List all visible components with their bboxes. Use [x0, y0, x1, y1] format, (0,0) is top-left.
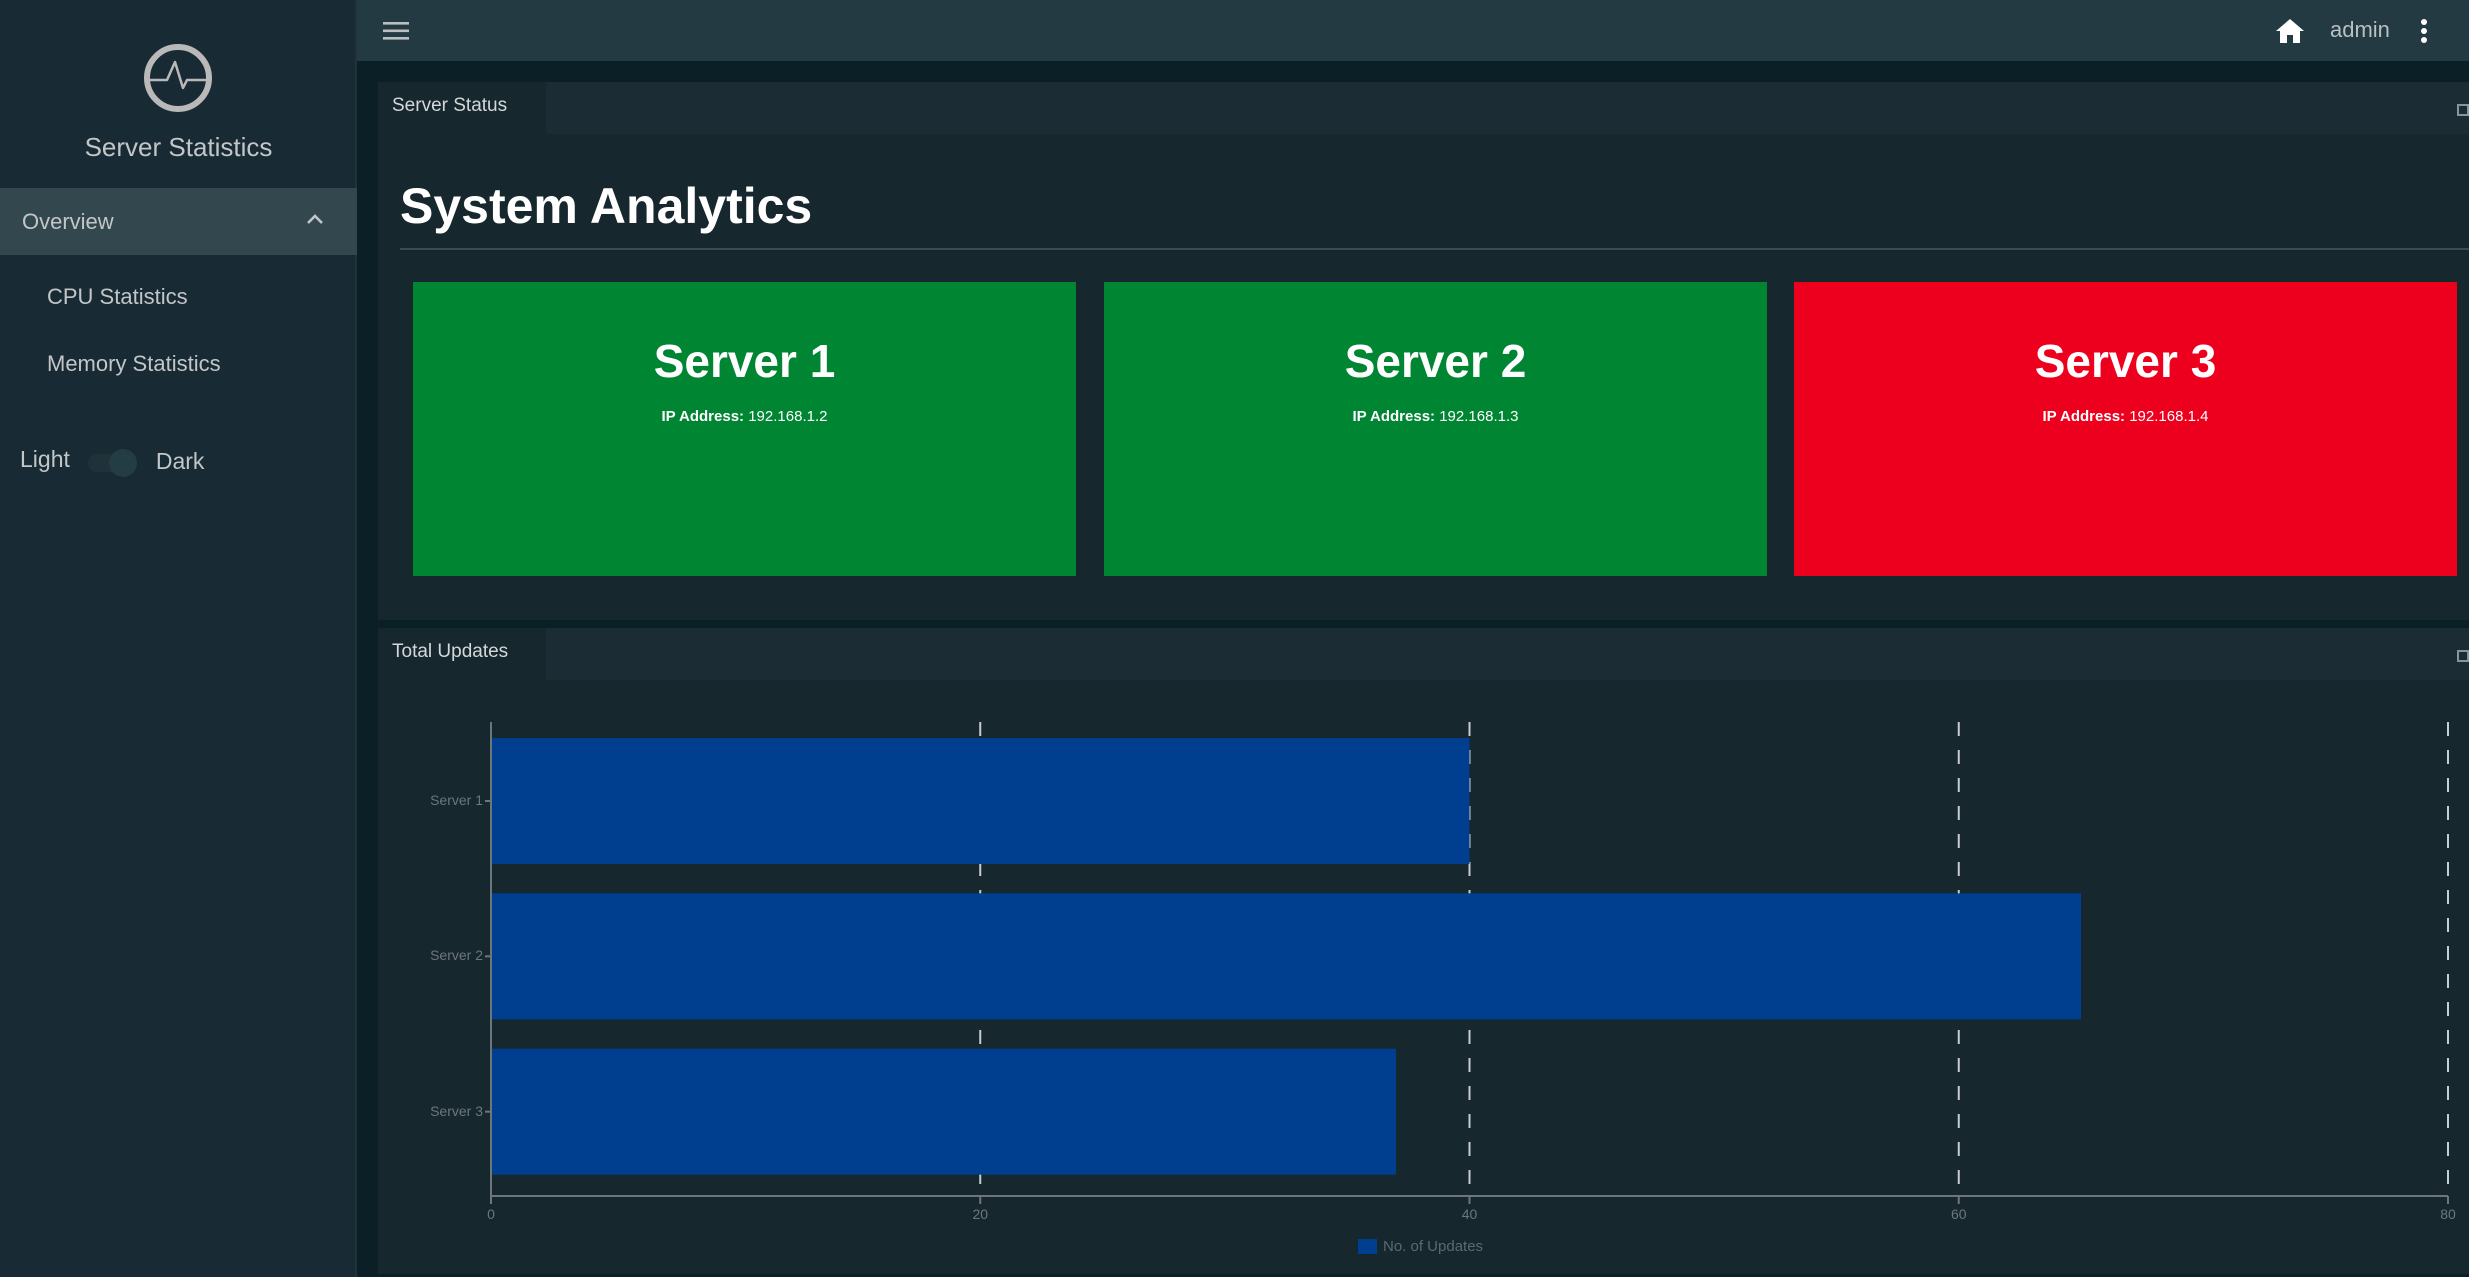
server-name: Server 2	[1344, 335, 1527, 387]
server-ip: IP Address: 192.168.1.4	[1794, 408, 2457, 425]
theme-light-label: Light	[20, 446, 70, 472]
updates-bar-chart	[485, 722, 2449, 1204]
top-header	[357, 0, 2469, 61]
kebab-icon[interactable]	[2418, 18, 2430, 44]
server-card-2[interactable]: Server 2 IP Address: 192.168.1.3	[1104, 282, 1767, 576]
ip-value: 192.168.1.4	[2129, 408, 2209, 425]
ip-value: 192.168.1.2	[748, 408, 828, 425]
x-tick-label: 20	[972, 1206, 989, 1222]
theme-dark-label: Dark	[155, 448, 205, 474]
ip-label: IP Address:	[661, 408, 745, 425]
x-tick-label: 40	[1461, 1206, 1478, 1222]
bar-server-2[interactable]	[491, 893, 2082, 1020]
bar-server-3[interactable]	[491, 1048, 1397, 1175]
ip-label: IP Address:	[2042, 408, 2126, 425]
home-icon[interactable]	[2275, 18, 2305, 44]
legend-label: No. of Updates	[1383, 1238, 1484, 1255]
sidebar-item-memory-statistics[interactable]: Memory Statistics	[47, 351, 221, 376]
sidebar-item-cpu-statistics[interactable]: CPU Statistics	[47, 284, 188, 309]
panel-tabbar: Total Updates	[378, 628, 2469, 680]
server-name: Server 1	[653, 335, 836, 387]
server-card-3[interactable]: Server 3 IP Address: 192.168.1.4	[1794, 282, 2457, 576]
tab-total-updates[interactable]: Total Updates	[378, 628, 546, 680]
legend-swatch	[1358, 1239, 1377, 1254]
total-updates-panel: Total Updates Server 1 Server 2 Server 3 0 2…	[378, 628, 2469, 1274]
maximize-icon[interactable]	[2457, 650, 2469, 662]
chevron-up-icon	[307, 214, 323, 224]
app-title: Server Statistics	[84, 132, 273, 162]
hamburger-icon[interactable]	[383, 22, 409, 40]
pulse-circle-icon	[144, 44, 212, 112]
user-menu[interactable]: admin	[2330, 17, 2390, 42]
page-title: System Analytics	[400, 178, 813, 234]
sidebar: Server Statistics Overview CPU Statistic…	[0, 0, 357, 1277]
y-tick-label: Server 3	[430, 1102, 483, 1119]
server-ip: IP Address: 192.168.1.3	[1104, 408, 1767, 425]
server-ip: IP Address: 192.168.1.2	[413, 408, 1076, 425]
ip-label: IP Address:	[1352, 408, 1436, 425]
panel-tabbar: Server Status	[378, 82, 2469, 134]
x-tick-label: 0	[487, 1206, 495, 1222]
theme-switch-row: Light Dark	[20, 446, 205, 477]
server-status-panel: Server Status System Analytics Server 1 …	[378, 82, 2469, 620]
tab-server-status[interactable]: Server Status	[378, 82, 546, 134]
sidebar-item-overview[interactable]: Overview	[0, 188, 357, 255]
x-tick-label: 60	[1950, 1206, 1967, 1222]
sidebar-item-label: Overview	[22, 208, 114, 234]
server-name: Server 3	[2034, 335, 2217, 387]
chart-legend[interactable]: No. of Updates	[1358, 1238, 1483, 1255]
x-tick-label: 80	[2440, 1206, 2456, 1222]
divider	[400, 248, 2469, 250]
y-tick-label: Server 2	[430, 947, 483, 964]
theme-toggle[interactable]	[86, 448, 138, 477]
maximize-icon[interactable]	[2457, 104, 2469, 116]
y-tick-label: Server 1	[430, 792, 483, 808]
toggle-knob	[108, 448, 137, 477]
server-card-1[interactable]: Server 1 IP Address: 192.168.1.2	[413, 282, 1076, 576]
ip-value: 192.168.1.3	[1439, 408, 1519, 425]
bar-server-1[interactable]	[491, 738, 1470, 864]
